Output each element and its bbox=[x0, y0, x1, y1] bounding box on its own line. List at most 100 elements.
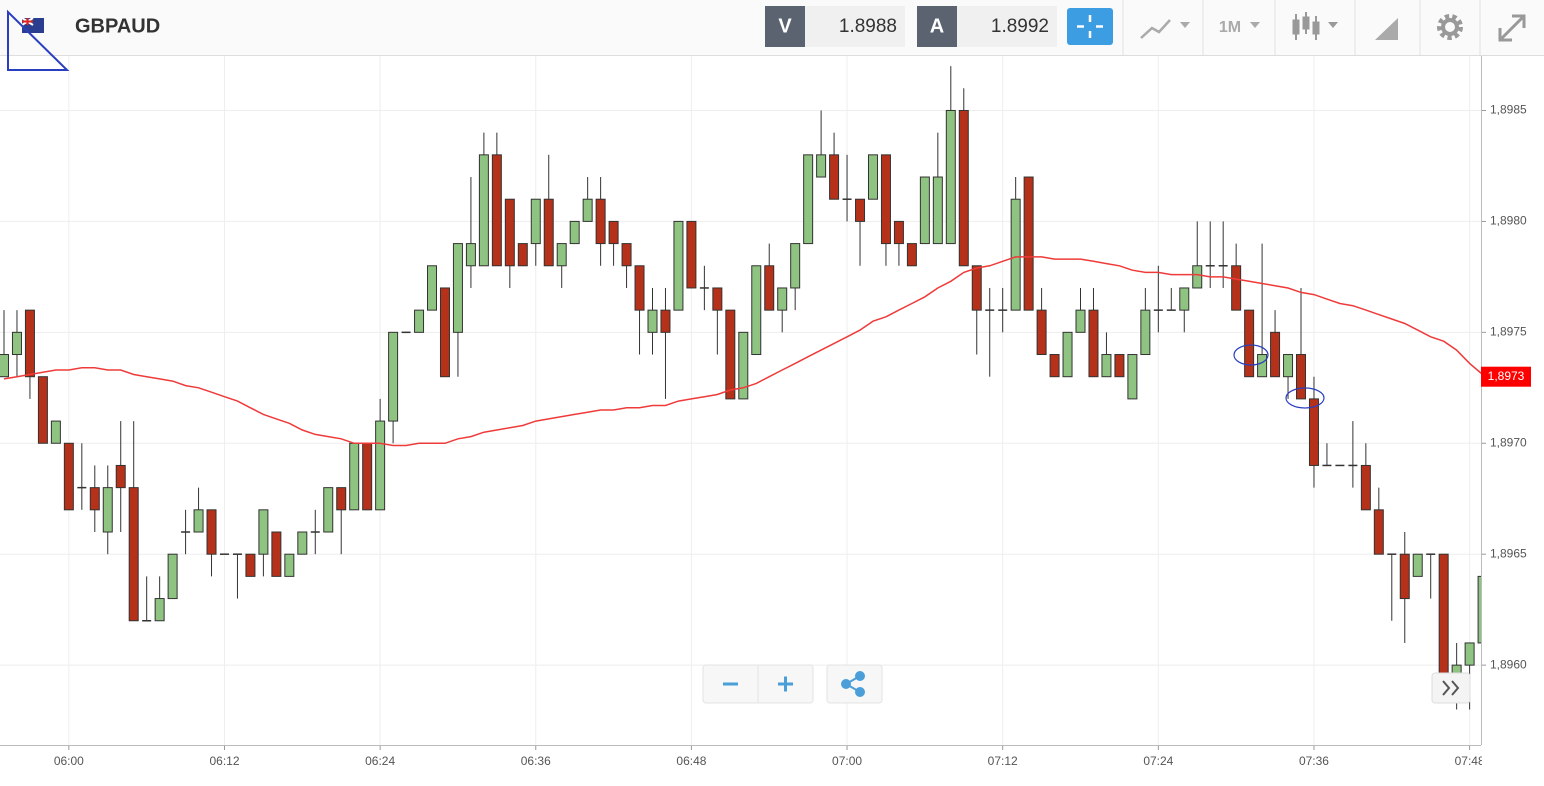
candle-body bbox=[880, 154, 891, 245]
price-marker-label: 1,8973 bbox=[1488, 369, 1525, 383]
separators bbox=[1122, 0, 1481, 55]
candle-body bbox=[323, 487, 334, 533]
candle-body bbox=[867, 154, 878, 200]
candle-body bbox=[1088, 309, 1099, 378]
share-button[interactable] bbox=[841, 671, 865, 697]
candle-body bbox=[958, 109, 969, 267]
candle-body bbox=[1399, 553, 1410, 600]
bid-label-box[interactable] bbox=[765, 6, 805, 47]
candle-body bbox=[206, 509, 217, 555]
price-marker bbox=[1481, 366, 1531, 387]
candle-body bbox=[1101, 354, 1112, 378]
zoom-in[interactable] bbox=[778, 676, 793, 692]
drawing-tool[interactable] bbox=[7, 9, 70, 71]
y-tick-label: 1,8980 bbox=[1490, 214, 1527, 228]
candle-body bbox=[491, 154, 502, 267]
candle-body bbox=[336, 487, 347, 511]
x-tick-label: 06:48 bbox=[676, 754, 706, 768]
candle-body bbox=[504, 198, 515, 267]
candle-body bbox=[530, 198, 541, 245]
x-tick-label: 07:48 bbox=[1455, 754, 1485, 768]
candle-body bbox=[1179, 287, 1190, 311]
candle-body bbox=[1075, 309, 1086, 333]
candle-body bbox=[945, 109, 956, 245]
indicator-button[interactable] bbox=[1140, 19, 1190, 39]
ask-box[interactable] bbox=[957, 6, 1057, 47]
candle-body bbox=[1412, 553, 1423, 577]
fullscreen-button[interactable] bbox=[1498, 14, 1526, 42]
candle-body bbox=[1023, 176, 1034, 311]
candle-body bbox=[375, 420, 386, 511]
candle-body bbox=[725, 309, 736, 400]
candle-body bbox=[1308, 398, 1319, 466]
zoom-controls bbox=[702, 664, 1471, 704]
candle-body bbox=[1140, 309, 1151, 356]
annotation-ellipse bbox=[1285, 387, 1325, 409]
ask-label-box[interactable] bbox=[917, 6, 957, 47]
candle-body bbox=[751, 265, 762, 356]
candle-body bbox=[647, 309, 658, 333]
candle-body bbox=[893, 220, 904, 245]
candle-body bbox=[427, 265, 438, 311]
y-tick-label: 1,8975 bbox=[1490, 325, 1527, 339]
candle-body bbox=[439, 287, 450, 378]
candle-body bbox=[63, 442, 74, 511]
candle-body bbox=[258, 509, 269, 555]
candle-body bbox=[284, 553, 295, 577]
bid-label: V bbox=[778, 15, 792, 37]
candle-body bbox=[11, 331, 22, 356]
candle-body bbox=[517, 243, 528, 267]
candle-body bbox=[102, 487, 113, 533]
scroll-end[interactable] bbox=[1442, 680, 1460, 696]
timeframe[interactable]: 1M bbox=[1219, 19, 1241, 36]
candle-body bbox=[608, 220, 619, 245]
candle-body bbox=[1270, 331, 1281, 378]
bid: 1.8988 bbox=[839, 16, 897, 37]
candle-body bbox=[621, 243, 632, 267]
candle-body bbox=[738, 331, 749, 400]
x-tick-label: 06:36 bbox=[521, 754, 551, 768]
candle-body bbox=[582, 198, 593, 222]
crosshair-button[interactable] bbox=[1067, 8, 1113, 45]
draw-button[interactable] bbox=[1375, 18, 1398, 40]
x-tick-label: 07:24 bbox=[1143, 754, 1173, 768]
candle-body bbox=[1127, 354, 1138, 400]
candle-body bbox=[543, 198, 554, 267]
candle-body bbox=[478, 154, 489, 267]
candle-body bbox=[1036, 309, 1047, 356]
candle-body bbox=[1360, 464, 1371, 511]
plot: 1,8960 1,8965 1,8970 1,8975 1,8980 1,8985 06:0… bbox=[0, 33, 1544, 775]
y-tick-label: 1,8970 bbox=[1490, 435, 1527, 449]
candle-body bbox=[37, 376, 48, 444]
candle-body bbox=[634, 265, 645, 311]
candle-body bbox=[24, 309, 35, 378]
candle-body bbox=[193, 509, 204, 533]
candle-body bbox=[465, 243, 476, 267]
chart-type-button[interactable] bbox=[1292, 12, 1338, 40]
bid-box[interactable] bbox=[805, 6, 905, 47]
candle-body bbox=[1049, 354, 1060, 378]
annotation-ellipse bbox=[1233, 344, 1269, 366]
ask: 1.8992 bbox=[991, 16, 1049, 37]
settings-button[interactable] bbox=[1437, 14, 1463, 40]
x-tick-label: 06:12 bbox=[209, 754, 239, 768]
candle-body bbox=[1438, 553, 1449, 688]
candle-body bbox=[297, 531, 308, 555]
candle-body bbox=[245, 553, 256, 577]
candle-body bbox=[764, 265, 775, 311]
candle-body bbox=[0, 354, 9, 378]
candle-body bbox=[128, 487, 139, 622]
candle-body bbox=[362, 442, 373, 511]
candle-body bbox=[1114, 354, 1125, 378]
candle-body bbox=[712, 287, 723, 311]
candle-body bbox=[803, 154, 814, 245]
ask-label: A bbox=[930, 15, 944, 37]
candle-body bbox=[1283, 354, 1294, 378]
candle-body bbox=[569, 220, 580, 245]
timeframe-arrow bbox=[1250, 22, 1260, 28]
x-tick-label: 06:00 bbox=[54, 754, 84, 768]
x-tick-label: 06:24 bbox=[365, 754, 395, 768]
candle-body bbox=[154, 598, 165, 622]
